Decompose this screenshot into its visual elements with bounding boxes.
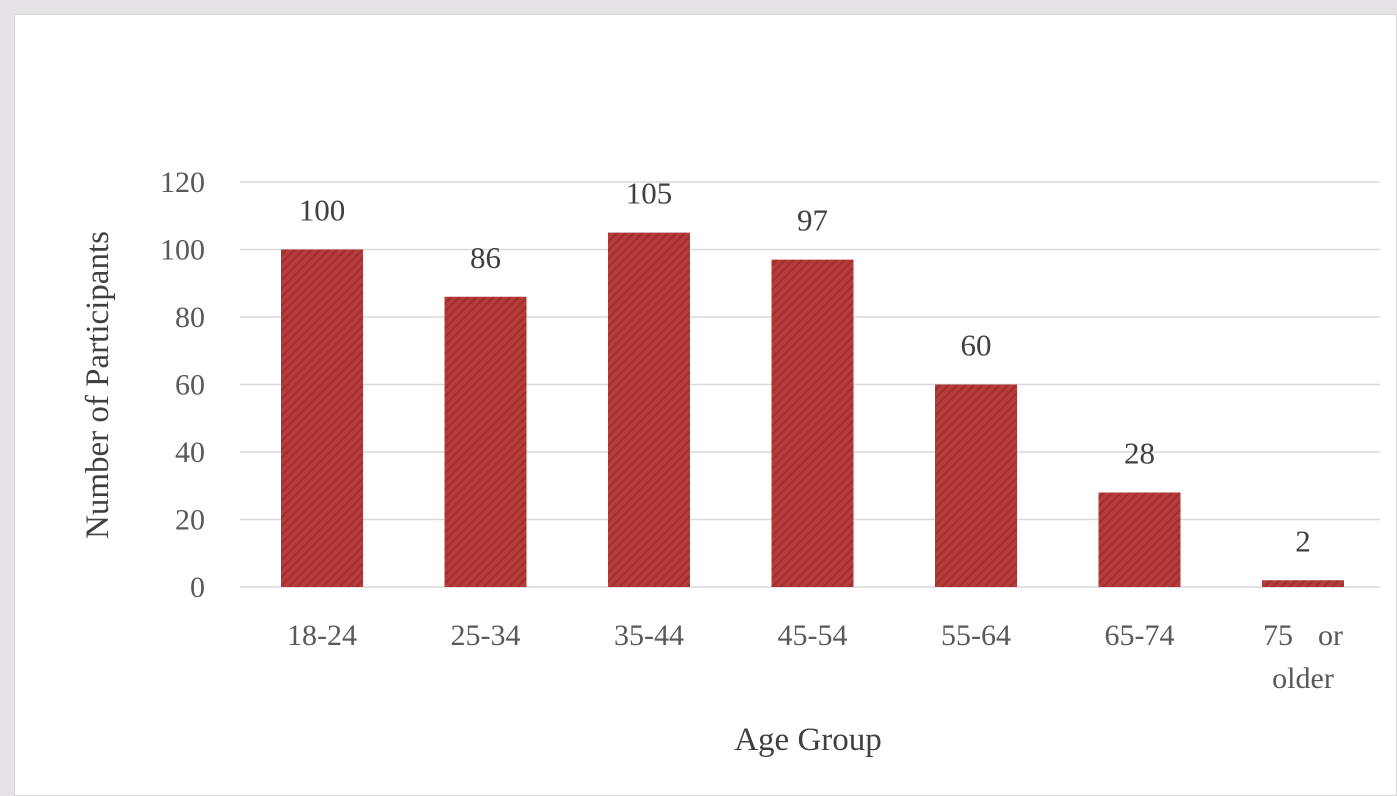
y-tick-label: 20 [175, 504, 205, 537]
data-labels: 100 86 105 97 60 28 2 [299, 176, 1311, 559]
x-tick-label: 45-54 [778, 619, 848, 652]
data-label: 86 [470, 240, 501, 275]
bar [608, 232, 690, 587]
data-label: 100 [299, 193, 346, 228]
chart-panel [14, 14, 1397, 796]
data-label: 105 [626, 176, 673, 211]
x-axis-ticks: 18-24 25-34 35-44 45-54 55-64 65-74 75 or older [287, 619, 1343, 695]
x-tick-label: 18-24 [287, 619, 357, 652]
y-tick-label: 80 [175, 301, 205, 334]
y-axis-title: Number of Participants [80, 231, 116, 539]
bar [1262, 580, 1344, 587]
bar [281, 249, 363, 587]
bar [444, 296, 527, 587]
y-tick-label: 40 [175, 436, 205, 469]
y-tick-label: 0 [190, 571, 205, 604]
data-label: 97 [797, 203, 828, 238]
x-axis-title: Age Group [734, 722, 882, 758]
data-label: 60 [961, 328, 992, 363]
x-tick-label: 75 [1263, 619, 1293, 652]
x-tick-label: 25-34 [451, 619, 521, 652]
y-tick-label: 120 [160, 166, 205, 199]
y-axis-ticks: 0 20 40 60 80 100 120 [160, 166, 205, 604]
bar [1098, 492, 1181, 587]
bar [935, 384, 1017, 587]
y-tick-label: 60 [175, 369, 205, 402]
data-label: 28 [1124, 436, 1155, 471]
y-tick-label: 100 [160, 234, 205, 267]
x-tick-label: or [1318, 619, 1343, 652]
x-tick-label: older [1272, 662, 1334, 695]
x-tick-label: 65-74 [1105, 619, 1175, 652]
data-label: 2 [1295, 523, 1311, 558]
x-tick-label: 35-44 [614, 619, 684, 652]
bar [771, 259, 854, 587]
x-tick-label: 55-64 [941, 619, 1011, 652]
bars [281, 232, 1344, 587]
